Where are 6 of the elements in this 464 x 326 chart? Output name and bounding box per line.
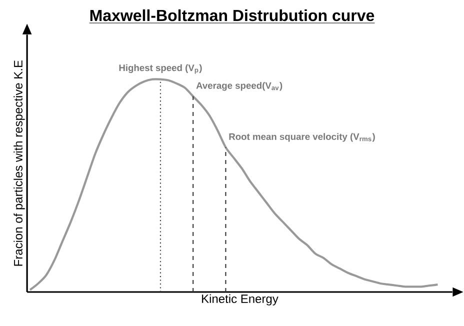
- annotation: Root mean square velocity (V$_{rms}$): [229, 133, 375, 142]
- text: Highest speed (V$_{p}$): [119, 64, 202, 74]
- annotation: Average speed(V$_{av}$): [196, 82, 282, 91]
- chart-title: Maxwell-Boltzman Distrubution curve: [90, 9, 374, 22]
- x-axis-title: Kinetic Energy: [202, 294, 278, 306]
- y-axis-title: Fracion of particles with respective K.E: [14, 60, 25, 266]
